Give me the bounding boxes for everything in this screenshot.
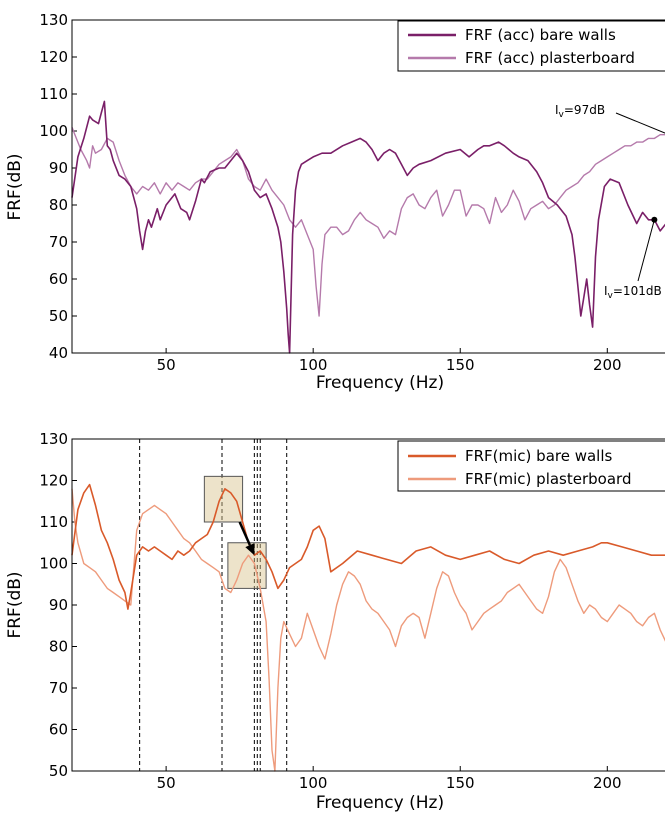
annotation-main: I [604,284,608,298]
y-tick-label: 70 [49,233,68,251]
series-line-acc-plasterboard [71,127,665,317]
annotation-subscript: v [608,291,614,301]
series-line-mic-plasterboard [71,488,665,772]
shift-arrow [238,521,255,556]
x-tick: 100 [299,348,328,374]
annotation-main: I [555,103,559,117]
y-tick: 70 [49,679,77,697]
y-tick-label: 50 [49,307,68,325]
annotation-value: =101dB [613,284,662,298]
annotation-iv-101db: Iv=101dB [604,216,662,301]
y-tick: 110 [39,513,77,531]
y-tick-label: 50 [49,762,68,780]
x-tick: 150 [446,766,475,792]
y-tick: 120 [39,48,77,66]
x-tick: 50 [157,766,176,792]
annotation-value: =97dB [564,103,605,117]
y-tick-label: 100 [39,122,68,140]
y-tick-label: 40 [49,344,68,362]
y-tick-label: 110 [39,513,68,531]
x-tick-label: 50 [157,356,176,374]
y-axis-label: FRF(dB) [5,571,25,638]
y-tick-label: 130 [39,430,68,448]
y-tick-label: 70 [49,679,68,697]
annotations: Iv=97dB Iv=101dB [555,103,665,301]
legend-label-plasterboard: FRF(mic) plasterboard [465,470,631,488]
x-tick-label: 150 [446,356,475,374]
y-tick: 80 [49,196,77,214]
x-axis-label: Frequency (Hz) [316,793,444,813]
x-tick: 200 [593,766,622,792]
y-tick-label: 120 [39,472,68,490]
y-axis-ticks: 50 60 70 80 90 100 110 120 130 [39,430,77,780]
y-tick-label: 60 [49,721,68,739]
annotation-label: Iv=101dB [604,284,662,301]
plot-frame [71,438,665,772]
legend-box [397,20,665,72]
x-tick: 50 [157,348,176,374]
x-tick-label: 150 [446,774,475,792]
y-tick: 90 [49,596,77,614]
y-tick: 70 [49,233,77,251]
top-chart: 40 50 60 70 80 90 100 110 120 130 50 100… [5,11,665,393]
y-axis-ticks: 40 50 60 70 80 90 100 110 120 130 [39,11,77,362]
x-tick-label: 100 [299,356,328,374]
annotation-subscript: v [559,110,565,120]
y-tick: 100 [39,555,77,573]
plot-frame [71,19,665,354]
x-tick: 100 [299,766,328,792]
series-layer [71,100,665,354]
y-tick: 50 [49,307,77,325]
legend: FRF(mic) bare walls FRF(mic) plasterboar… [397,440,665,492]
legend-box [397,440,665,492]
highlight-box [203,475,244,523]
x-axis-ticks: 50 100 150 200 [157,766,622,792]
y-tick: 80 [49,638,77,656]
y-tick: 60 [49,270,77,288]
y-tick: 100 [39,122,77,140]
annotation-point [651,216,658,223]
y-tick: 130 [39,430,77,448]
y-tick-label: 110 [39,85,68,103]
annotation-iv-97db: Iv=97dB [555,103,665,134]
series-layer [71,483,665,772]
y-tick: 60 [49,721,77,739]
y-tick-label: 90 [49,159,68,177]
y-tick-label: 60 [49,270,68,288]
x-axis-label: Frequency (Hz) [316,373,444,393]
arrow-shaft [238,521,252,546]
bottom-chart: 50 60 70 80 90 100 110 120 130 50 100 15… [5,430,665,813]
y-tick: 110 [39,85,77,103]
y-tick-label: 80 [49,638,68,656]
x-tick-label: 200 [593,356,622,374]
y-tick-label: 80 [49,196,68,214]
y-tick-label: 100 [39,555,68,573]
x-tick-label: 100 [299,774,328,792]
vertical-reference-lines [139,439,288,771]
y-tick: 120 [39,472,77,490]
y-tick: 130 [39,11,77,29]
y-tick-label: 130 [39,11,68,29]
x-tick: 200 [593,348,622,374]
x-axis-ticks: 50 100 150 200 [157,348,622,374]
y-tick-label: 90 [49,596,68,614]
annotation-leader-line [615,112,665,134]
plot-area [72,20,665,353]
arrow-head [245,543,255,556]
x-tick-label: 50 [157,774,176,792]
x-tick-label: 200 [593,774,622,792]
series-line-mic-bare-walls [71,483,665,610]
annotation-leader-line [637,219,655,282]
y-axis-label: FRF(dB) [5,153,25,220]
highlight-box [227,542,267,589]
series-line-acc-bare-walls [71,100,665,354]
legend-label-plasterboard: FRF (acc) plasterboard [465,49,635,67]
annotation-label: Iv=97dB [555,103,605,120]
y-tick-label: 120 [39,48,68,66]
legend-label-bare-walls: FRF (acc) bare walls [465,26,616,44]
legend: FRF (acc) bare walls FRF (acc) plasterbo… [397,20,665,72]
x-tick: 150 [446,348,475,374]
legend-label-bare-walls: FRF(mic) bare walls [465,447,613,465]
